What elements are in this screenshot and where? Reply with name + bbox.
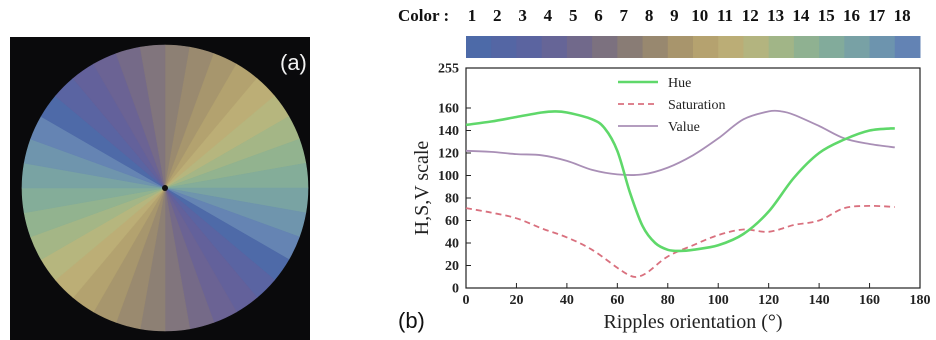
legend-label: Saturation [668, 98, 726, 113]
x-tick-label: 60 [610, 293, 624, 308]
color-number: 9 [670, 6, 679, 25]
color-strip-cell [566, 36, 593, 58]
color-number: 7 [619, 6, 629, 25]
x-tick-label: 140 [809, 293, 830, 308]
color-number: 18 [893, 6, 911, 25]
wheel-wedge [139, 44, 166, 189]
wheel-center [162, 185, 168, 191]
y-tick-label: 80 [445, 192, 459, 207]
color-number: 12 [741, 6, 759, 25]
color-strip-cell [642, 36, 669, 58]
color-wheel [21, 44, 309, 332]
color-strip-cell [592, 36, 618, 58]
color-number: 4 [543, 6, 553, 25]
panel-a-label: (a) [280, 50, 307, 75]
panel-b-label: (b) [398, 308, 425, 333]
color-number: 16 [843, 6, 860, 25]
color-number: 14 [792, 6, 810, 25]
x-tick-label: 120 [758, 293, 779, 308]
color-strip-cell [617, 36, 644, 58]
y-axis-label: H,S,V scale [411, 141, 433, 236]
x-axis-label: Ripples orientation (°) [603, 311, 782, 333]
x-tick-label: 40 [560, 293, 574, 308]
color-strip-cell [743, 36, 770, 58]
y-tick-label: 160 [438, 102, 459, 117]
color-number: 11 [716, 6, 734, 25]
color-number: 6 [594, 6, 603, 25]
legend-label: Value [668, 120, 700, 135]
legend: Hue Saturation Value [618, 76, 726, 135]
color-strip-cell [516, 36, 543, 58]
y-tick-label: 60 [445, 214, 459, 229]
y-tick-label: 100 [438, 169, 459, 184]
x-tick-label: 80 [661, 293, 675, 308]
color-index-row: Color : 1 2 3 4 5 6 7 8 9 10 11 12 13 14 15 16 17 18 [398, 6, 936, 36]
color-wheel-panel: (a) [10, 37, 310, 340]
color-number: 5 [568, 6, 578, 25]
color-strip-cell [869, 36, 896, 58]
color-strip-cell [894, 36, 921, 58]
color-strip-cell [491, 36, 517, 58]
color-number: 8 [644, 6, 654, 25]
color-strip-cell [718, 36, 744, 58]
legend-label: Hue [668, 76, 691, 91]
y-tick-label: 0 [452, 282, 459, 297]
color-number: 17 [868, 6, 886, 25]
x-tick-label: 180 [910, 293, 931, 308]
y-tick-label: 120 [438, 147, 459, 162]
color-strip-cell [541, 36, 568, 58]
color-title: Color : [398, 6, 450, 25]
y-tick-label: 20 [445, 259, 459, 274]
series-line-saturation [465, 204, 895, 278]
hsv-chart: 0 20 40 60 80 100 120 140 160 255 0 20 40 60 80 100 120 1… [411, 36, 931, 333]
color-strip-cell [466, 36, 492, 58]
x-tick-label: 160 [859, 293, 880, 308]
x-tick-label: 100 [708, 293, 729, 308]
color-number: 3 [518, 6, 527, 25]
x-tick-label: 0 [463, 293, 470, 308]
y-tick-label: 255 [438, 62, 459, 77]
x-tick-label: 20 [509, 293, 523, 308]
y-tick-label: 140 [438, 124, 459, 139]
color-strip-cell [844, 36, 871, 58]
plot-frame [465, 67, 921, 289]
series-line-hue [465, 110, 895, 253]
y-tick-label: 40 [445, 237, 459, 252]
color-strip-cell [819, 36, 845, 58]
color-number: 1 [467, 6, 477, 25]
color-strip-cell [768, 36, 795, 58]
series-line-value [465, 109, 895, 176]
color-strip [466, 36, 921, 58]
color-strip-cell [667, 36, 694, 58]
color-strip-cell [793, 36, 820, 58]
color-number: 15 [817, 6, 835, 25]
color-number: 2 [493, 6, 502, 25]
color-strip-cell [693, 36, 719, 58]
color-number: 13 [767, 6, 785, 25]
color-number: 10 [691, 6, 709, 25]
